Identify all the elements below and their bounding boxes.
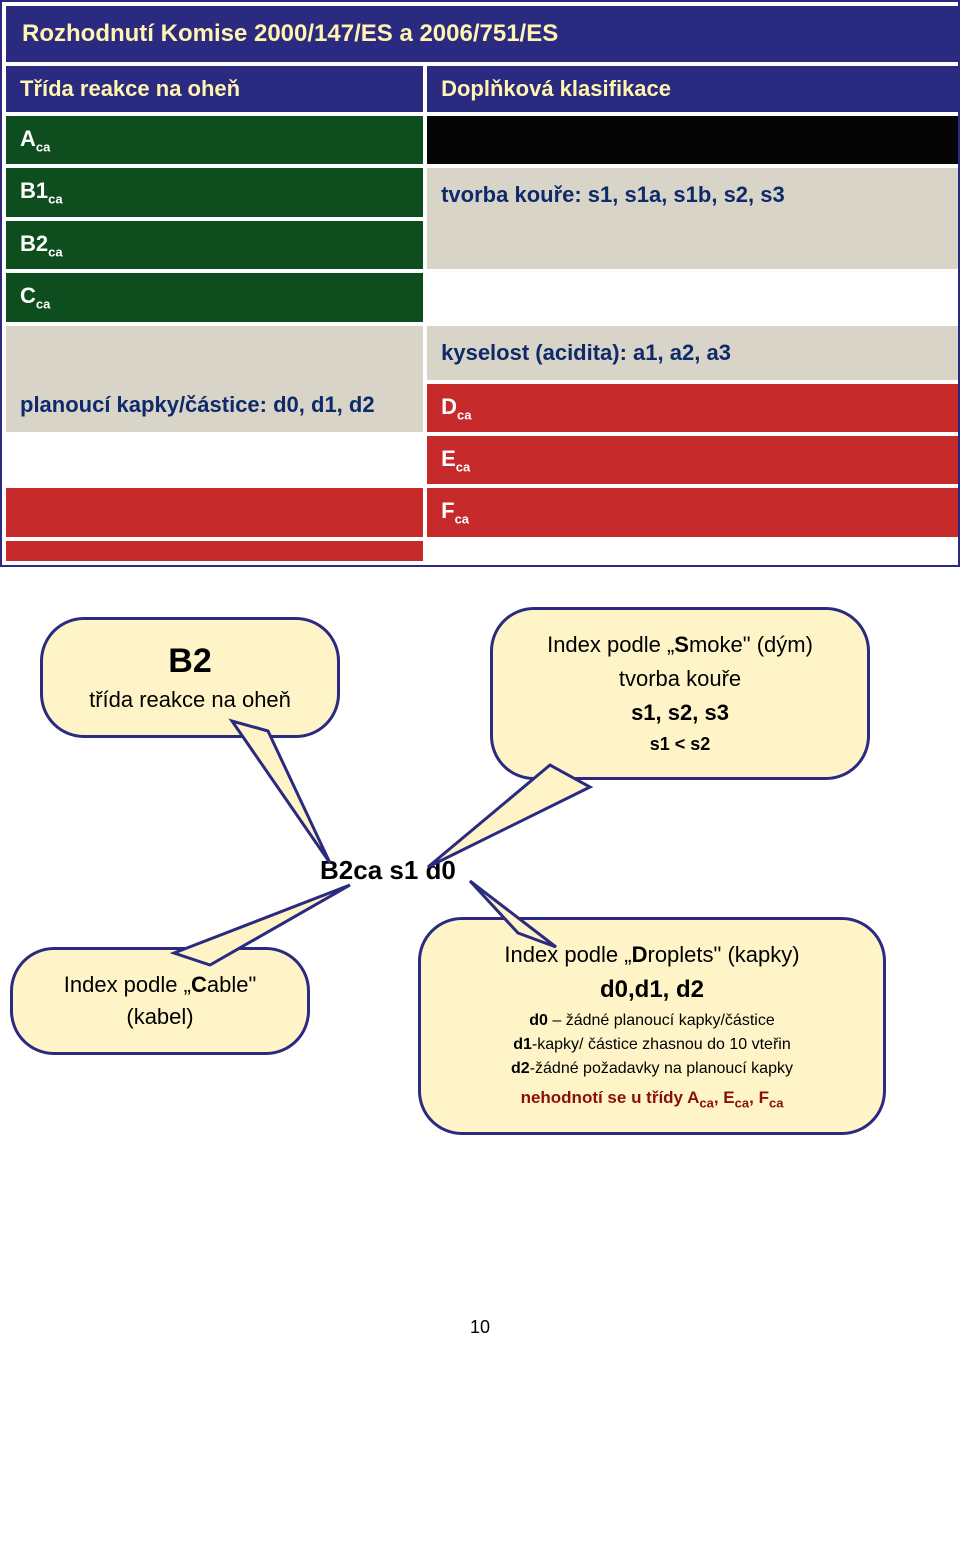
row-b2-label: B2: [20, 231, 48, 256]
header-left: Třída reakce na oheň: [6, 66, 423, 112]
row-a-left: Aca: [6, 116, 423, 164]
row-b2-left: B2ca: [6, 221, 423, 269]
drop-line3: d0 – žádné planoucí kapky/částice: [449, 1012, 855, 1030]
classification-table: Rozhodnutí Komise 2000/147/ES a 2006/751…: [0, 0, 960, 567]
smoke-line2: tvorba kouře: [521, 666, 839, 692]
row-b2-sub: ca: [48, 244, 62, 259]
drop-line5: d2-žádné požadavky na planoucí kapky: [449, 1060, 855, 1078]
row-e-right: [6, 488, 423, 536]
bubble-b2-sub: třída reakce na oheň: [71, 687, 309, 713]
cable-line2: (kabel): [41, 1004, 279, 1030]
center-code: B2ca s1 d0: [320, 855, 456, 886]
row-c-right-text: planoucí kapky/částice: d0, d1, d2: [20, 392, 409, 418]
drop-line1: Index podle „Droplets" (kapky): [449, 942, 855, 968]
bubble-b2-title: B2: [71, 642, 309, 681]
row-d-sub: ca: [457, 407, 471, 422]
row-d-right: kyselost (acidita): a1, a2, a3: [427, 326, 958, 380]
header-right: Doplňková klasifikace: [427, 66, 958, 112]
tail-smoke: [428, 765, 590, 867]
bubble-b2: B2 třída reakce na oheň: [40, 617, 340, 738]
row-f-left: Fca: [427, 488, 958, 536]
row-a-label: A: [20, 126, 36, 151]
row-c-left: Cca: [6, 273, 423, 321]
page-number: 10: [0, 1317, 960, 1358]
row-c-right: planoucí kapky/částice: d0, d1, d2: [6, 326, 423, 432]
smoke-line4: s1 < s2: [521, 734, 839, 755]
drop-line6: nehodnotí se u třídy Aca, Eca, Fca: [449, 1088, 855, 1110]
row-c-sub: ca: [36, 297, 50, 312]
row-b1-right-text: tvorba kouře: s1, s1a, s1b, s2, s3: [441, 182, 944, 208]
row-e-left: Eca: [427, 436, 958, 484]
smoke-line3: s1, s2, s3: [521, 700, 839, 726]
row-b1-left: B1ca: [6, 168, 423, 216]
bubble-droplets: Index podle „Droplets" (kapky) d0,d1, d2…: [418, 917, 886, 1135]
row-b1-label: B1: [20, 178, 48, 203]
row-f-right: [6, 541, 423, 561]
row-d-label: D: [441, 394, 457, 419]
bubble-smoke: Index podle „Smoke" (dým) tvorba kouře s…: [490, 607, 870, 780]
row-c-label: C: [20, 283, 36, 308]
row-a-sub: ca: [36, 139, 50, 154]
row-b1-sub: ca: [48, 192, 62, 207]
row-f-sub: ca: [455, 512, 469, 527]
bubble-cable: Index podle „Cable" (kabel): [10, 947, 310, 1055]
row-e-sub: ca: [456, 459, 470, 474]
tail-b2: [232, 721, 330, 863]
row-a-right: [427, 116, 958, 164]
table-title: Rozhodnutí Komise 2000/147/ES a 2006/751…: [6, 6, 958, 62]
smoke-line1: Index podle „Smoke" (dým): [521, 632, 839, 658]
row-d-left: Dca: [427, 384, 958, 432]
row-e-label: E: [441, 446, 456, 471]
cable-line1: Index podle „Cable": [41, 972, 279, 998]
row-b1-right: tvorba kouře: s1, s1a, s1b, s2, s3: [427, 168, 958, 269]
drop-line2: d0,d1, d2: [449, 976, 855, 1004]
callout-diagram: B2ca s1 d0 B2 třída reakce na oheň Index…: [0, 617, 960, 1277]
drop-line4: d1-kapky/ částice zhasnou do 10 vteřin: [449, 1036, 855, 1054]
row-d-right-text: kyselost (acidita): a1, a2, a3: [441, 340, 731, 365]
row-f-label: F: [441, 498, 454, 523]
